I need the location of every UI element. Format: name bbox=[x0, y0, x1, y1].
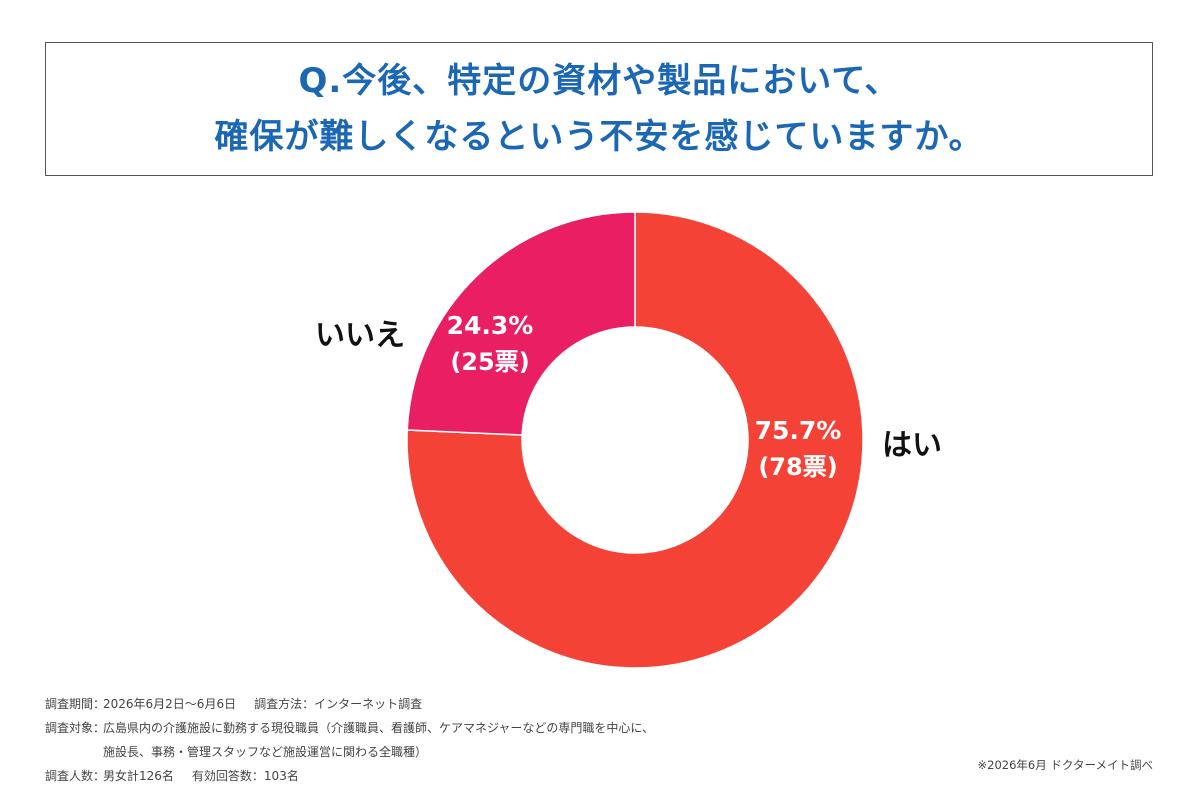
slice-percent-label: 24.3% bbox=[447, 311, 534, 340]
target-value-line-1: 広島県内の介護施設に勤務する現役職員（介護職員、看護師、ケアマネジャーなどの専門… bbox=[103, 721, 655, 735]
slice-votes-label: (25票) bbox=[450, 348, 529, 376]
footer-row-period: 調査期間： 2026年6月2日〜6月6日 調査方法： インターネット調査 bbox=[45, 692, 654, 716]
title-box: Q.今後、特定の資材や製品において、 確保が難しくなるという不安を感じていますか… bbox=[45, 42, 1153, 176]
slice-category-label: いいえ bbox=[315, 318, 405, 353]
chart-title-line-1: Q.今後、特定の資材や製品において、 bbox=[298, 61, 900, 101]
survey-footer: 調査期間： 2026年6月2日〜6月6日 調査方法： インターネット調査 調査対… bbox=[45, 692, 654, 788]
method-value: インターネット調査 bbox=[314, 697, 423, 711]
method-label: 調査方法： bbox=[254, 697, 315, 711]
footer-row-target-cont: 施設長、事務・管理スタッフなど施設運営に関わる全職種） bbox=[45, 740, 654, 764]
source-note: ※2026年6月 ドクターメイト調べ bbox=[977, 758, 1153, 772]
period-value: 2026年6月2日〜6月6日 bbox=[103, 697, 237, 711]
count-value: 男女計126名 bbox=[103, 769, 174, 783]
slice-category-label: はい bbox=[882, 428, 942, 463]
slice-no bbox=[406, 211, 636, 436]
valid-value: 103名 bbox=[263, 769, 299, 783]
period-label: 調査期間： bbox=[45, 697, 106, 711]
chart-title-line-2: 確保が難しくなるという不安を感じていますか。 bbox=[214, 117, 984, 157]
target-label: 調査対象： bbox=[45, 721, 106, 735]
slice-percent-label: 75.7% bbox=[755, 416, 842, 445]
footer-row-target: 調査対象： 広島県内の介護施設に勤務する現役職員（介護職員、看護師、ケアマネジャ… bbox=[45, 716, 654, 740]
slice-votes-label: (78票) bbox=[758, 453, 837, 481]
valid-label: 有効回答数： bbox=[191, 769, 264, 783]
count-label: 調査人数： bbox=[45, 769, 106, 783]
slice-yes bbox=[406, 211, 864, 669]
target-value-line-2: 施設長、事務・管理スタッフなど施設運営に関わる全職種） bbox=[103, 745, 428, 759]
footer-row-count: 調査人数： 男女計126名 有効回答数： 103名 bbox=[45, 764, 654, 788]
